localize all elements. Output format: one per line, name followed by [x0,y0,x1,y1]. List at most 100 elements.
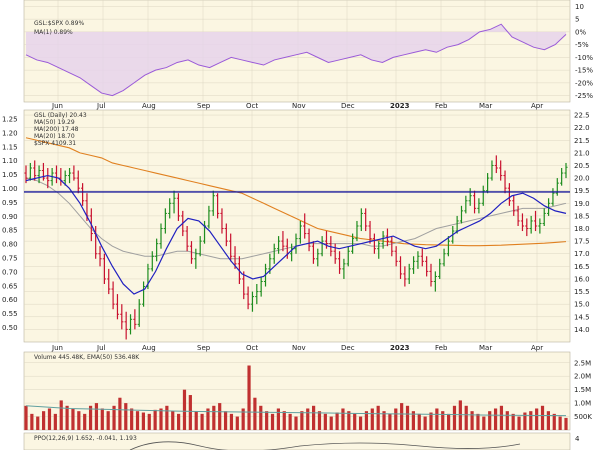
volume-axis-ticks: 2.5M 2.0M 1.5M 1.0M 500K [574,359,592,421]
price-left-tick-label: 0.65 [2,282,18,290]
volume-ema-line [25,405,567,417]
month-label: 2023 [390,102,410,110]
price-left-tick-label: 1.15 [2,143,18,151]
price-left-tick-label: 1.05 [2,171,18,179]
month-label: Mar [479,102,492,110]
volume-bars [24,365,568,430]
ratio-tick-label: 0% [575,28,586,36]
price-right-tick-label: 14.5 [574,313,590,321]
month-label: 2023 [390,344,410,352]
price-grid [24,110,570,342]
price-left-tick-label: 0.70 [2,268,18,276]
price-left-tick-label: 0.95 [2,199,18,207]
month-label: Nov [292,344,306,352]
ratio-legend-2: MA(1) 0.89% [34,29,73,36]
month-label: Oct [246,102,258,110]
month-label: Sep [197,344,211,352]
volume-tick-label: 500K [574,413,592,421]
price-right-tick-label: 17.0 [574,250,590,258]
ratio-axis-ticks: 10 5 0% -5% -10% -15% -20% -25% [575,3,593,100]
price-panel-bg [23,109,571,343]
ratio-tick-label: 10 [575,3,584,11]
ratio-legend-1: GSL:$SPX 0.89% [34,20,84,27]
volume-tick-label: 2.5M [574,359,591,367]
month-label: Sep [197,102,211,110]
price-right-tick-label: 18.5 [574,212,590,220]
price-right-tick-label: 15.0 [574,301,590,309]
price-right-tick-label: 20.0 [574,175,590,183]
price-right-tick-label: 22.0 [574,124,590,132]
month-label: Apr [531,344,543,352]
price-right-tick-label: 19.0 [574,200,590,208]
price-left-tick-label: 1.10 [2,157,18,165]
price-left-tick-label: 0.50 [2,324,18,332]
ratio-tick-label: -10% [575,54,593,62]
price-left-axis-ticks: 1.25 1.20 1.15 1.10 1.05 1.00 0.95 0.90 0.85 0.80… [2,116,18,333]
month-label: Jun [51,102,63,110]
volume-tick-label: 1.0M [574,400,591,408]
price-right-tick-label: 17.5 [574,238,590,246]
month-axis-top: Jun Jul Aug Sep Oct Nov Dec 2023 Feb Mar Apr [51,102,543,110]
ppo-panel-bg [23,432,571,450]
ppo-tick: 4 [575,435,580,443]
price-right-tick-label: 15.5 [574,288,590,296]
price-left-tick-label: 0.90 [2,213,18,221]
ratio-tick-label: 5 [575,16,579,24]
price-legend-2: MA(50) 19.29 [34,119,75,126]
volume-legend: Volume 445.48K, EMA(50) 536.48K [34,354,140,361]
ratio-line [25,23,567,97]
month-label: Jul [96,102,106,110]
price-panel: 1.25 1.20 1.15 1.10 1.05 1.00 0.95 0.90 0.85 0.80… [2,109,590,343]
price-bars [24,155,568,340]
month-label: Dec [341,344,355,352]
month-label: Dec [341,102,355,110]
month-label: Jul [96,344,106,352]
price-legend: GSL (Daily) 20.43 MA(50) 19.29 MA(200) 1… [34,112,87,147]
price-right-tick-label: 22.5 [574,112,590,120]
price-left-tick-label: 0.75 [2,255,18,263]
ppo-panel: PPO(12,26,9) 1.652, -0.041, 1.193 4 [23,432,580,450]
ratio-tick-label: -15% [575,67,593,75]
month-label: Nov [292,102,306,110]
ratio-tick-label: -5% [575,41,589,49]
ratio-tick-label: -25% [575,92,593,100]
price-left-tick-label: 1.25 [2,116,18,124]
price-legend-5: $SPX 4109.31 [34,140,76,147]
month-label: Mar [479,344,492,352]
price-left-tick-label: 0.80 [2,241,18,249]
price-right-tick-label: 21.5 [574,137,590,145]
volume-tick-label: 2.0M [574,373,591,381]
price-left-tick-label: 0.55 [2,310,18,318]
month-label: Aug [142,344,156,352]
ma20-line [25,174,567,295]
month-label: Feb [435,344,448,352]
month-label: Apr [531,102,543,110]
volume-tick-label: 1.5M [574,386,591,394]
price-right-axis-ticks: 22.5 22.0 21.5 21.0 20.5 20.0 19.5 19.0 18.5 18.0… [574,112,590,334]
price-right-tick-label: 16.0 [574,275,590,283]
month-axis-bottom: Jun Jul Aug Sep Oct Nov Dec 2023 Feb Mar Apr [51,344,543,352]
price-left-tick-label: 0.85 [2,227,18,235]
ppo-line [129,441,521,450]
volume-panel: 2.5M 2.0M 1.5M 1.0M 500K Volume 445.48K, EMA… [23,351,592,431]
ratio-tick-label: -20% [575,79,593,87]
month-label: Aug [142,102,156,110]
price-left-tick-label: 0.60 [2,296,18,304]
ppo-legend: PPO(12,26,9) 1.652, -0.041, 1.193 [34,435,137,442]
month-label: Oct [246,344,258,352]
price-right-tick-label: 20.5 [574,162,590,170]
price-right-tick-label: 19.5 [574,187,590,195]
ratio-area-fill [26,24,566,96]
price-legend-3: MA(200) 17.48 [34,126,79,133]
ma200-line [25,137,567,247]
price-right-tick-label: 16.5 [574,263,590,271]
price-right-tick-label: 14.0 [574,326,590,334]
price-left-tick-label: 1.20 [2,129,18,137]
price-left-tick-label: 1.00 [2,185,18,193]
month-label: Feb [435,102,448,110]
price-legend-4: MA(20) 18.70 [34,133,75,140]
month-label: Jun [51,344,63,352]
price-legend-1: GSL (Daily) 20.43 [34,112,87,119]
